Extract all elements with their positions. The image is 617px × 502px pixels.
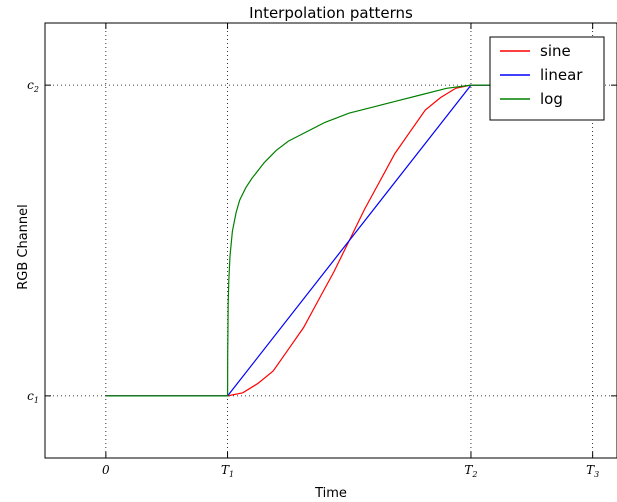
series-line-log	[105, 84, 593, 397]
y-axis-label: RGB Channel	[16, 204, 31, 290]
legend-label-log: log	[540, 90, 563, 108]
x-tick-label: T1	[221, 463, 234, 479]
x-axis-label: Time	[314, 486, 347, 501]
x-tick-label: T2	[464, 463, 477, 479]
x-tick-label: T3	[586, 463, 599, 479]
legend: sine linear log	[489, 36, 605, 121]
ticks: 0 T1 T2 T3 c1 c2	[27, 23, 617, 479]
chart-title: Interpolation patterns	[249, 4, 413, 22]
legend-label-sine: sine	[540, 42, 571, 60]
plot-frame	[44, 22, 617, 459]
legend-label-linear: linear	[540, 66, 583, 84]
y-tick-label: c1	[27, 389, 39, 405]
y-tick-label: c2	[27, 78, 39, 94]
x-tick-label: 0	[102, 463, 110, 477]
